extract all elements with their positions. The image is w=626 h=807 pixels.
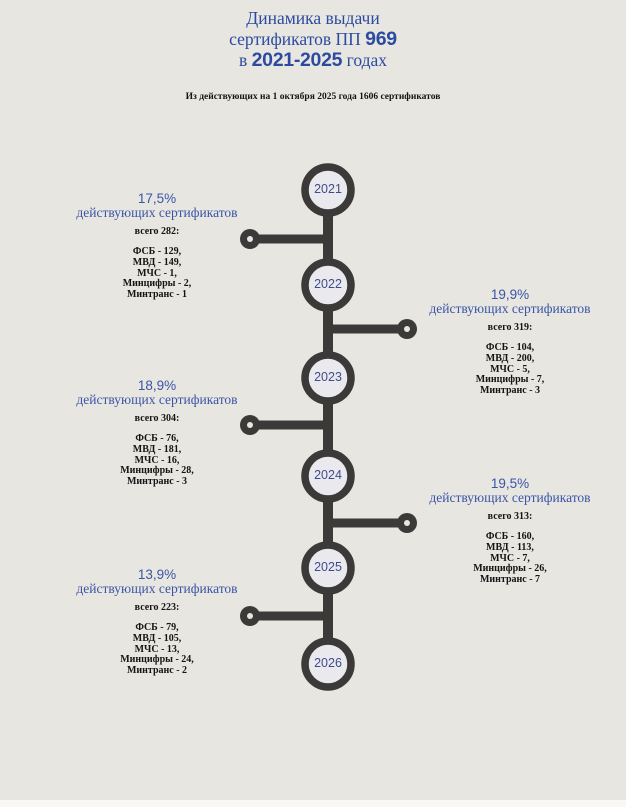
title-line-1: Динамика выдачи (0, 8, 626, 29)
percent-value: 19,9% (490, 287, 530, 302)
title-line-2: сертификатов ПП 969 (0, 29, 626, 50)
branch-dot-2022 (397, 319, 417, 339)
year-circle-2025 (301, 541, 355, 595)
branch-dot-2023 (240, 415, 260, 435)
year-label-2026: 2026 (314, 656, 342, 670)
bottom-edge-strip (0, 800, 626, 807)
agency-breakdown: ФСБ - 76, МВД - 181, МЧС - 16, Минцифры … (120, 433, 194, 488)
title-text: в (239, 50, 252, 70)
total-label: всего 313: (487, 511, 533, 522)
milestone-annotation-2023: 18,9% действующих сертификатов всего 304… (27, 379, 287, 488)
year-label-2021: 2021 (314, 182, 342, 196)
percent-caption: действующих сертификатов (76, 205, 238, 220)
title-number: 969 (365, 28, 397, 50)
percent-value: 19,5% (490, 476, 530, 491)
title-line-3: в 2021-2025 годах (0, 50, 626, 71)
percent-value: 18,9% (137, 378, 177, 393)
year-label-2025: 2025 (314, 560, 342, 574)
milestone-annotation-2021: 17,5% действующих сертификатов всего 282… (27, 192, 287, 301)
total-label: всего 304: (134, 413, 180, 424)
agency-breakdown: ФСБ - 104, МВД - 200, МЧС - 5, Минцифры … (475, 342, 545, 397)
branch-dot-2025 (240, 606, 260, 626)
year-circle-2024 (301, 449, 355, 503)
agency-breakdown: ФСБ - 79, МВД - 105, МЧС - 13, Минцифры … (120, 622, 194, 677)
percent-value: 13,9% (137, 567, 177, 582)
percent-caption: действующих сертификатов (76, 581, 238, 596)
year-circle-2022 (301, 258, 355, 312)
subtitle: Из действующих на 1 октября 2025 года 16… (185, 92, 441, 102)
percent-value: 17,5% (137, 191, 177, 206)
branch-dot-2024 (397, 513, 417, 533)
total-label: всего 319: (487, 322, 533, 333)
title-text: сертификатов ПП (229, 29, 366, 49)
page-title: Динамика выдачи сертификатов ПП 969 в 20… (0, 8, 626, 71)
percent-caption: действующих сертификатов (429, 490, 591, 505)
agency-breakdown: ФСБ - 129, МВД - 149, МЧС - 1, Минцифры … (122, 246, 192, 301)
year-circle-2021 (301, 163, 355, 217)
year-label-2024: 2024 (314, 468, 342, 482)
milestone-annotation-2025: 13,9% действующих сертификатов всего 223… (27, 568, 287, 677)
agency-breakdown: ФСБ - 160, МВД - 113, МЧС - 7, Минцифры … (473, 531, 547, 586)
branch-dot-2021 (240, 229, 260, 249)
title-number: 2021-2025 (251, 49, 343, 71)
title-text: годах (342, 50, 387, 70)
percent-caption: действующих сертификатов (76, 392, 238, 407)
year-circle-2026 (301, 637, 355, 691)
percent-caption: действующих сертификатов (429, 301, 591, 316)
total-label: всего 223: (134, 602, 180, 613)
title-text: Динамика выдачи (246, 8, 380, 28)
year-label-2022: 2022 (314, 277, 342, 291)
total-label: всего 282: (134, 226, 180, 237)
year-circle-2023 (301, 351, 355, 405)
milestone-annotation-2022: 19,9% действующих сертификатов всего 319… (398, 288, 622, 397)
year-label-2023: 2023 (314, 370, 342, 384)
milestone-annotation-2024: 19,5% действующих сертификатов всего 313… (398, 477, 622, 586)
